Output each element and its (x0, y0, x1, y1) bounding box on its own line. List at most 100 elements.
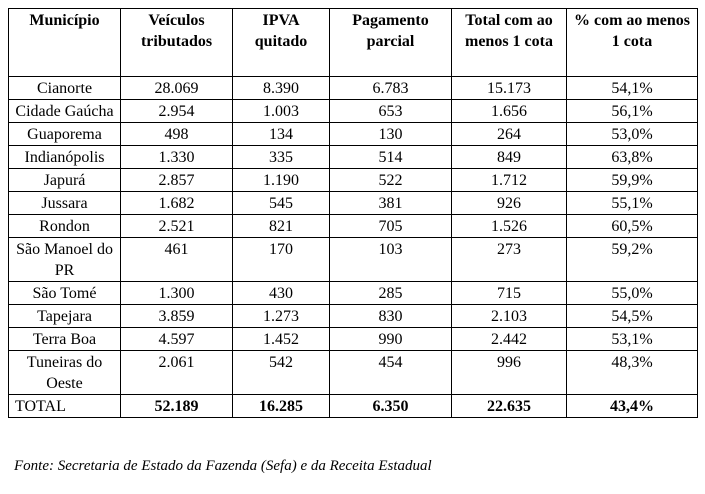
header-cell: Total com ao menos 1 cota (451, 8, 567, 77)
table-row: Cidade Gaúcha 2.954 1.003 653 1.656 56,1% (8, 99, 698, 123)
value-cell: 6.350 (329, 394, 452, 418)
value-cell: 55,0% (566, 281, 698, 305)
value-cell: 130 (329, 122, 452, 146)
value-cell: 55,1% (566, 191, 698, 215)
table-row: Terra Boa 4.597 1.452 990 2.442 53,1% (8, 327, 698, 351)
value-cell: 1.273 (232, 304, 330, 328)
municipality-cell: São Tomé (8, 281, 121, 305)
table-body: Cianorte 28.069 8.390 6.783 15.173 54,1% Cidad… (8, 76, 698, 418)
value-cell: 1.682 (120, 191, 233, 215)
municipality-cell: Cidade Gaúcha (8, 99, 121, 123)
value-cell: 59,9% (566, 168, 698, 192)
value-cell: 2.442 (451, 327, 567, 351)
value-cell: 285 (329, 281, 452, 305)
value-cell: 2.061 (120, 350, 233, 395)
header-row: Município Veículos tributados IPVA quitado… (8, 8, 698, 77)
value-cell: 2.857 (120, 168, 233, 192)
value-cell: 60,5% (566, 214, 698, 238)
value-cell: 56,1% (566, 99, 698, 123)
table-row: Tapejara 3.859 1.273 830 2.103 54,5% (8, 304, 698, 328)
table-row: São Tomé 1.300 430 285 715 55,0% (8, 281, 698, 305)
value-cell: 1.452 (232, 327, 330, 351)
value-cell: 1.003 (232, 99, 330, 123)
table-row: Japurá 2.857 1.190 522 1.712 59,9% (8, 168, 698, 192)
value-cell: 542 (232, 350, 330, 395)
value-cell: 335 (232, 145, 330, 169)
value-cell: 454 (329, 350, 452, 395)
source-note: Fonte: Secretaria de Estado da Fazenda (… (14, 458, 432, 474)
value-cell: 653 (329, 99, 452, 123)
municipality-cell: Indianópolis (8, 145, 121, 169)
value-cell: 1.526 (451, 214, 567, 238)
value-cell: 926 (451, 191, 567, 215)
value-cell: 43,4% (566, 394, 698, 418)
municipality-cell: Terra Boa (8, 327, 121, 351)
value-cell: 821 (232, 214, 330, 238)
value-cell: 498 (120, 122, 233, 146)
value-cell: 48,3% (566, 350, 698, 395)
table-row: Rondon 2.521 821 705 1.526 60,5% (8, 214, 698, 238)
value-cell: 1.330 (120, 145, 233, 169)
value-cell: 53,1% (566, 327, 698, 351)
value-cell: 2.521 (120, 214, 233, 238)
value-cell: 430 (232, 281, 330, 305)
header-cell: Veículos tributados (120, 8, 233, 77)
table-row: Jussara 1.682 545 381 926 55,1% (8, 191, 698, 215)
value-cell: 52.189 (120, 394, 233, 418)
table-row: São Manoel do PR 461 170 103 273 59,2% (8, 237, 698, 282)
value-cell: 1.300 (120, 281, 233, 305)
value-cell: 514 (329, 145, 452, 169)
value-cell: 59,2% (566, 237, 698, 282)
header-cell: % com ao menos 1 cota (566, 8, 698, 77)
value-cell: 54,1% (566, 76, 698, 100)
data-table: Município Veículos tributados IPVA quitado… (8, 8, 698, 418)
table-row: Tuneiras do Oeste 2.061 542 454 996 48,3% (8, 350, 698, 395)
municipality-cell: Japurá (8, 168, 121, 192)
value-cell: 54,5% (566, 304, 698, 328)
value-cell: 28.069 (120, 76, 233, 100)
value-cell: 1.190 (232, 168, 330, 192)
municipality-cell: Guaporema (8, 122, 121, 146)
municipality-cell: Tuneiras do Oeste (8, 350, 121, 395)
value-cell: 264 (451, 122, 567, 146)
value-cell: 103 (329, 237, 452, 282)
value-cell: 830 (329, 304, 452, 328)
value-cell: 273 (451, 237, 567, 282)
table-row: TOTAL 52.189 16.285 6.350 22.635 43,4% (8, 394, 698, 418)
header-cell: IPVA quitado (232, 8, 330, 77)
municipality-cell: Jussara (8, 191, 121, 215)
header-cell: Pagamento parcial (329, 8, 452, 77)
value-cell: 849 (451, 145, 567, 169)
value-cell: 381 (329, 191, 452, 215)
value-cell: 2.954 (120, 99, 233, 123)
municipality-cell: TOTAL (8, 394, 121, 418)
value-cell: 996 (451, 350, 567, 395)
table-row: Guaporema 498 134 130 264 53,0% (8, 122, 698, 146)
value-cell: 15.173 (451, 76, 567, 100)
value-cell: 705 (329, 214, 452, 238)
municipality-cell: Rondon (8, 214, 121, 238)
value-cell: 8.390 (232, 76, 330, 100)
value-cell: 170 (232, 237, 330, 282)
municipality-cell: São Manoel do PR (8, 237, 121, 282)
table-row: Cianorte 28.069 8.390 6.783 15.173 54,1% (8, 76, 698, 100)
value-cell: 715 (451, 281, 567, 305)
value-cell: 63,8% (566, 145, 698, 169)
value-cell: 990 (329, 327, 452, 351)
value-cell: 3.859 (120, 304, 233, 328)
value-cell: 134 (232, 122, 330, 146)
municipality-cell: Cianorte (8, 76, 121, 100)
municipality-cell: Tapejara (8, 304, 121, 328)
header-cell: Município (8, 8, 121, 77)
value-cell: 22.635 (451, 394, 567, 418)
value-cell: 53,0% (566, 122, 698, 146)
value-cell: 522 (329, 168, 452, 192)
value-cell: 16.285 (232, 394, 330, 418)
value-cell: 4.597 (120, 327, 233, 351)
value-cell: 1.712 (451, 168, 567, 192)
table-row: Indianópolis 1.330 335 514 849 63,8% (8, 145, 698, 169)
value-cell: 461 (120, 237, 233, 282)
value-cell: 2.103 (451, 304, 567, 328)
value-cell: 545 (232, 191, 330, 215)
